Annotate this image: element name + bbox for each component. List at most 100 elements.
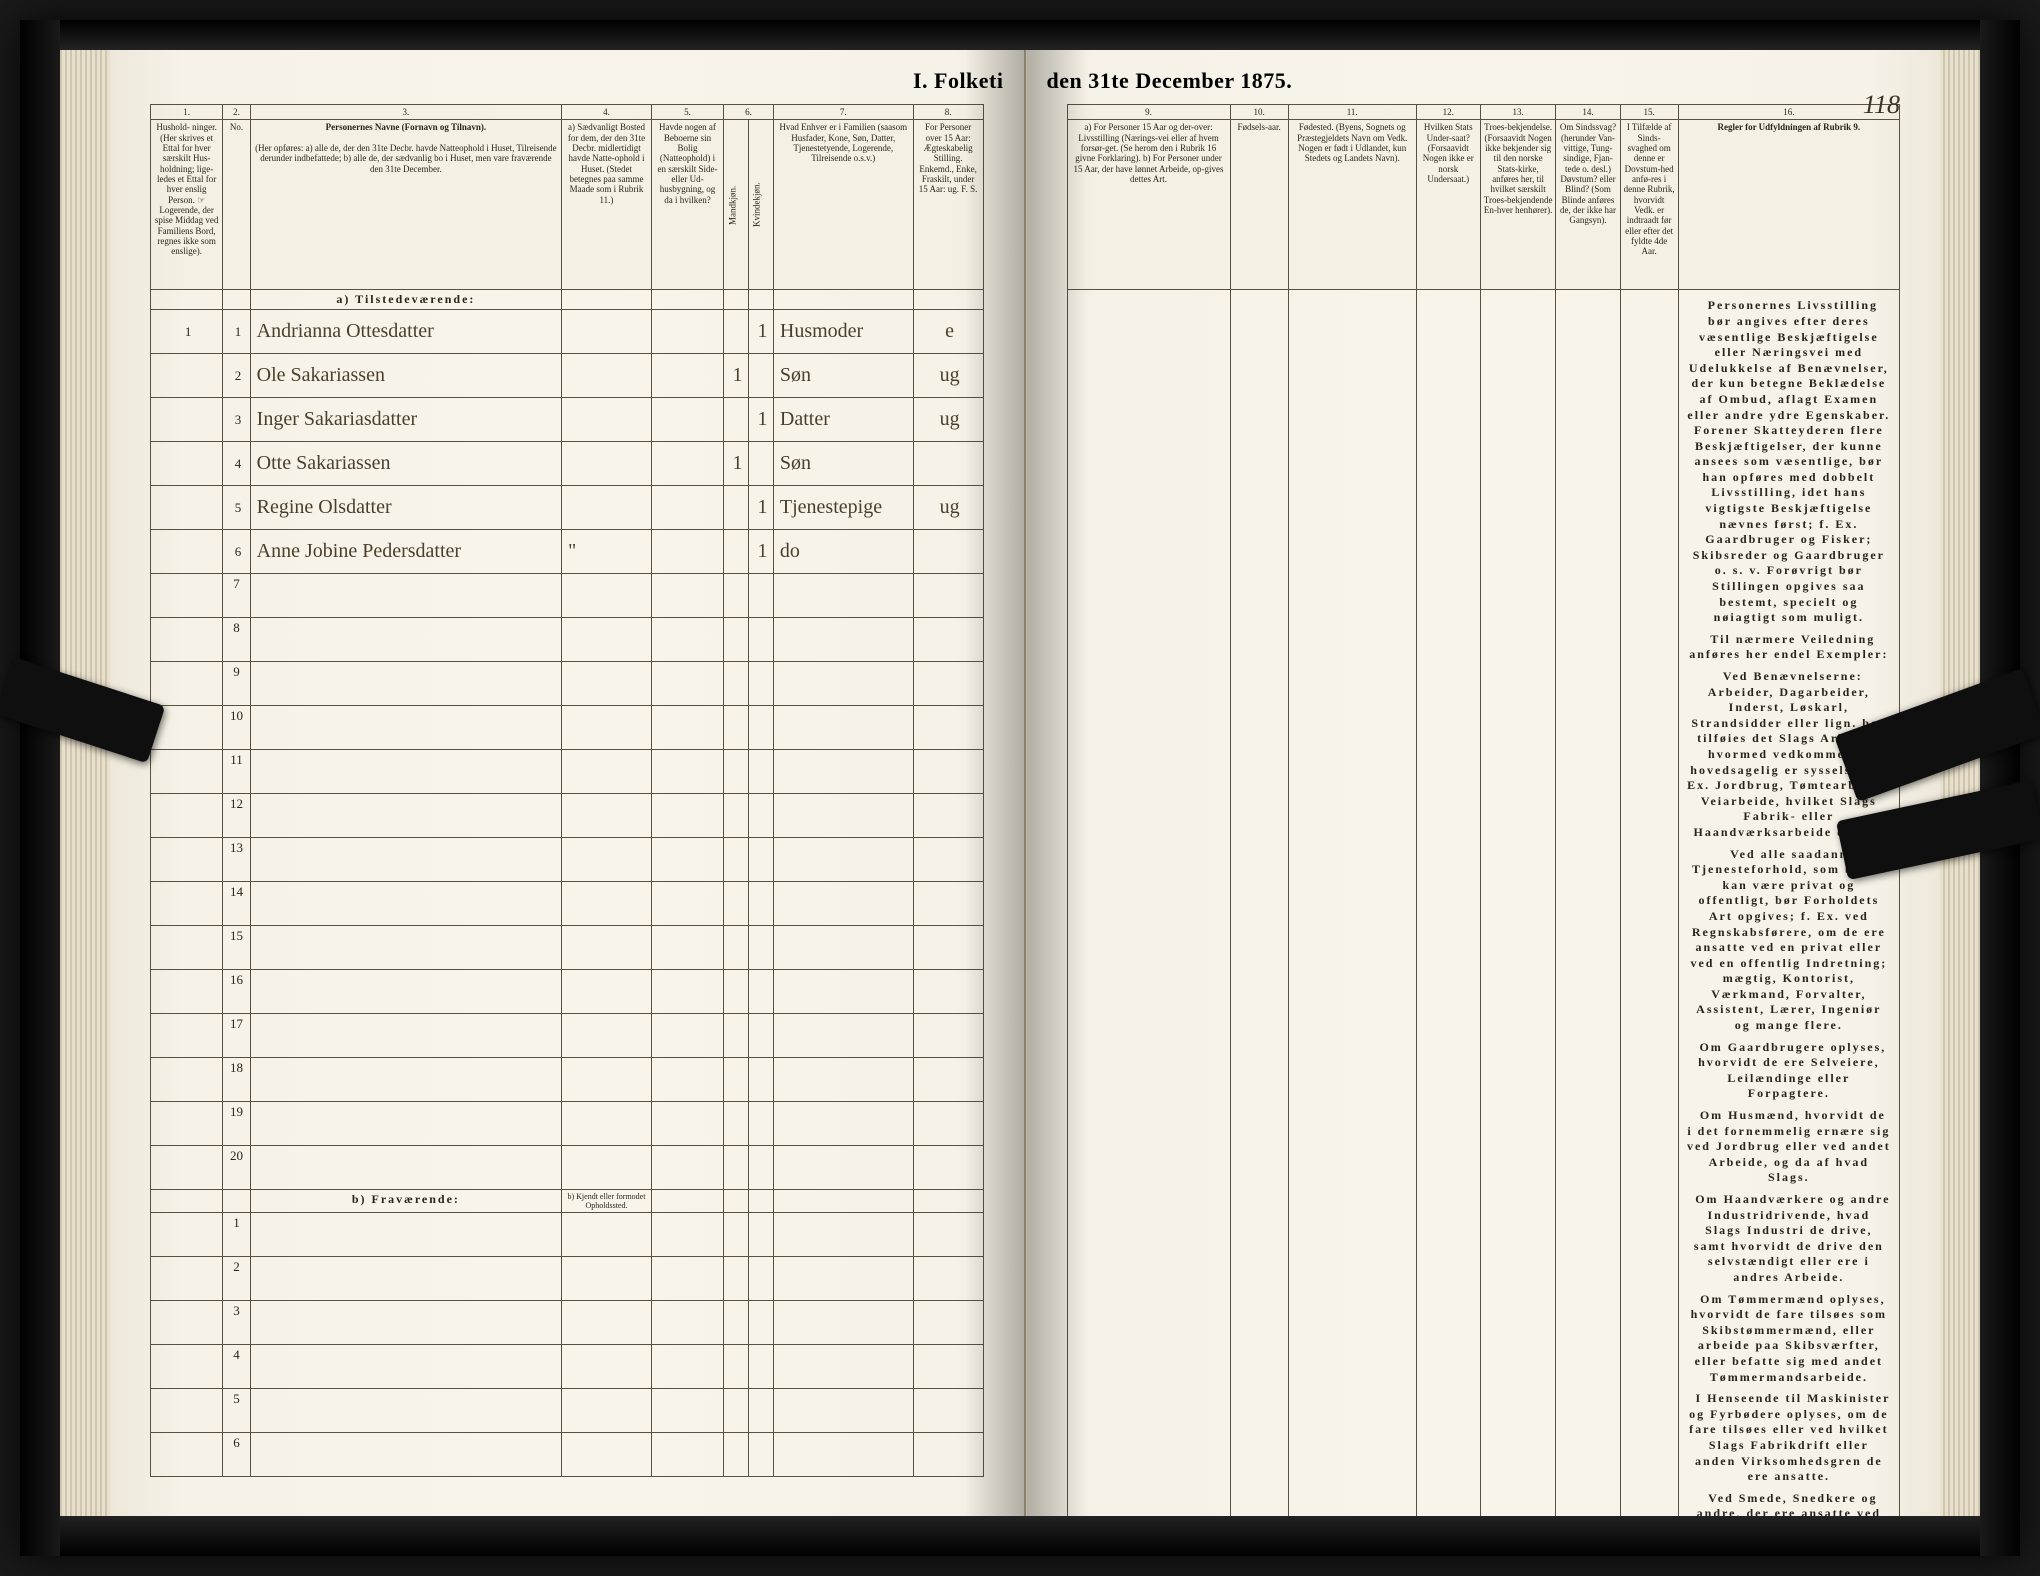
rownum-cell: 1 bbox=[223, 1213, 250, 1257]
male-cell bbox=[724, 398, 749, 442]
outbuilding-cell bbox=[651, 442, 723, 486]
female-cell: 1 bbox=[748, 398, 773, 442]
colnum-8: 8. bbox=[913, 105, 983, 120]
empty-row: 3 bbox=[151, 1301, 984, 1345]
rownum-cell: 4 bbox=[223, 442, 250, 486]
data-row: 2Ole Sakariassen1Sønug bbox=[151, 354, 984, 398]
marital-cell bbox=[913, 442, 983, 486]
empty-row: 17 bbox=[151, 1014, 984, 1058]
household-cell bbox=[151, 486, 223, 530]
colhead-family-role: Hvad Enhver er i Familien (saasom Husfad… bbox=[773, 120, 913, 290]
colhead-households: Hushold- ninger. (Her skrives et Ettal f… bbox=[151, 120, 223, 290]
residence-cell bbox=[562, 354, 652, 398]
male-cell bbox=[724, 486, 749, 530]
name-cell: Ole Sakariassen bbox=[250, 354, 561, 398]
female-cell bbox=[748, 354, 773, 398]
marital-cell bbox=[913, 530, 983, 574]
residence-cell bbox=[562, 398, 652, 442]
family-role-cell: Søn bbox=[773, 354, 913, 398]
column-header-row: Hushold- ninger. (Her skrives et Ettal f… bbox=[151, 120, 984, 290]
female-cell: 1 bbox=[748, 310, 773, 354]
rownum-cell: 9 bbox=[223, 662, 250, 706]
section-present-right: Personernes Livsstilling bør angives eft… bbox=[1067, 290, 1900, 1516]
rownum-cell: 6 bbox=[223, 1433, 250, 1477]
rules-paragraph: Ved Smede, Snedkere og andre, der ere an… bbox=[1687, 1491, 1891, 1516]
female-cell bbox=[748, 442, 773, 486]
data-row: 11Andrianna Ottesdatter1Husmodere bbox=[151, 310, 984, 354]
outbuilding-cell bbox=[651, 354, 723, 398]
data-row: 3Inger Sakariasdatter1Datterug bbox=[151, 398, 984, 442]
colnum-13: 13. bbox=[1480, 105, 1556, 120]
colnum-7: 7. bbox=[773, 105, 913, 120]
right-page: den 31te December 1875. 118 9. 10. 11. 1… bbox=[1026, 50, 1941, 1516]
rownum-cell: 3 bbox=[223, 398, 250, 442]
rownum-cell: 10 bbox=[223, 706, 250, 750]
rownum-cell: 5 bbox=[223, 1389, 250, 1433]
household-cell bbox=[151, 530, 223, 574]
empty-row: 11 bbox=[151, 750, 984, 794]
colhead-birthyear: Fødsels-aar. bbox=[1230, 120, 1288, 290]
colnum-3: 3. bbox=[250, 105, 561, 120]
household-cell bbox=[151, 398, 223, 442]
colhead-no: No. bbox=[223, 120, 250, 290]
empty-row: 1 bbox=[151, 1213, 984, 1257]
rules-paragraph: I Henseende til Maskinister og Fyrbødere… bbox=[1687, 1391, 1891, 1485]
marital-cell: e bbox=[913, 310, 983, 354]
empty-row: 8 bbox=[151, 618, 984, 662]
colhead-citizenship: Hvilken Stats Under-saat? (Forsaavidt No… bbox=[1416, 120, 1480, 290]
rules-paragraph: Personernes Livsstilling bør angives eft… bbox=[1687, 298, 1891, 625]
colnum-5: 5. bbox=[651, 105, 723, 120]
female-cell: 1 bbox=[748, 530, 773, 574]
section-present: a) Tilstedeværende: bbox=[151, 290, 984, 310]
rownum-cell: 8 bbox=[223, 618, 250, 662]
rownum-cell: 3 bbox=[223, 1301, 250, 1345]
rownum-cell: 6 bbox=[223, 530, 250, 574]
name-cell: Inger Sakariasdatter bbox=[250, 398, 561, 442]
empty-row: 20 bbox=[151, 1146, 984, 1190]
colhead-names: Personernes Navne (Fornavn og Tilnavn). … bbox=[250, 120, 561, 290]
rules-paragraph: Om Haandværkere og andre Industridrivend… bbox=[1687, 1192, 1891, 1286]
marital-cell: ug bbox=[913, 486, 983, 530]
empty-row: 13 bbox=[151, 838, 984, 882]
empty-row: 7 bbox=[151, 574, 984, 618]
colhead-outbuilding: Havde nogen af Beboerne sin Bolig (Natte… bbox=[651, 120, 723, 290]
empty-row: 14 bbox=[151, 882, 984, 926]
male-cell: 1 bbox=[724, 354, 749, 398]
census-table-left: 1. 2. 3. 4. 5. 6. 7. 8. Hushold- ninger.… bbox=[150, 104, 984, 1477]
household-cell bbox=[151, 354, 223, 398]
column-header-row-right: a) For Personer 15 Aar og der-over: Livs… bbox=[1067, 120, 1900, 290]
empty-row: 12 bbox=[151, 794, 984, 838]
colhead-residence: a) Sædvanligt Bosted for dem, der den 31… bbox=[562, 120, 652, 290]
residence-cell bbox=[562, 442, 652, 486]
name-cell: Otte Sakariassen bbox=[250, 442, 561, 486]
marital-cell: ug bbox=[913, 398, 983, 442]
left-page: I. Folketi 1. 2. 3. 4. 5. 6. 7. 8. Husho… bbox=[110, 50, 1026, 1516]
rownum-cell: 14 bbox=[223, 882, 250, 926]
empty-row: 10 bbox=[151, 706, 984, 750]
male-cell bbox=[724, 310, 749, 354]
page-number: 118 bbox=[1863, 90, 1900, 120]
colnum-1: 1. bbox=[151, 105, 223, 120]
empty-row: 19 bbox=[151, 1102, 984, 1146]
outbuilding-cell bbox=[651, 530, 723, 574]
empty-row: 15 bbox=[151, 926, 984, 970]
colnum-10: 10. bbox=[1230, 105, 1288, 120]
residence-cell bbox=[562, 310, 652, 354]
empty-row: 4 bbox=[151, 1345, 984, 1389]
family-role-cell: do bbox=[773, 530, 913, 574]
family-role-cell: Tjenestepige bbox=[773, 486, 913, 530]
empty-row: 16 bbox=[151, 970, 984, 1014]
census-book: I. Folketi 1. 2. 3. 4. 5. 6. 7. 8. Husho… bbox=[20, 20, 2020, 1556]
rownum-cell: 2 bbox=[223, 354, 250, 398]
rownum-cell: 13 bbox=[223, 838, 250, 882]
colhead-occupation: a) For Personer 15 Aar og der-over: Livs… bbox=[1067, 120, 1230, 290]
rules-text-column: Personernes Livsstilling bør angives eft… bbox=[1678, 290, 1899, 1516]
empty-row: 5 bbox=[151, 1389, 984, 1433]
rownum-cell: 15 bbox=[223, 926, 250, 970]
rownum-cell: 2 bbox=[223, 1257, 250, 1301]
household-cell bbox=[151, 442, 223, 486]
section-present-label: a) Tilstedeværende: bbox=[250, 290, 561, 310]
household-cell: 1 bbox=[151, 310, 223, 354]
residence-cell: " bbox=[562, 530, 652, 574]
outbuilding-cell bbox=[651, 398, 723, 442]
